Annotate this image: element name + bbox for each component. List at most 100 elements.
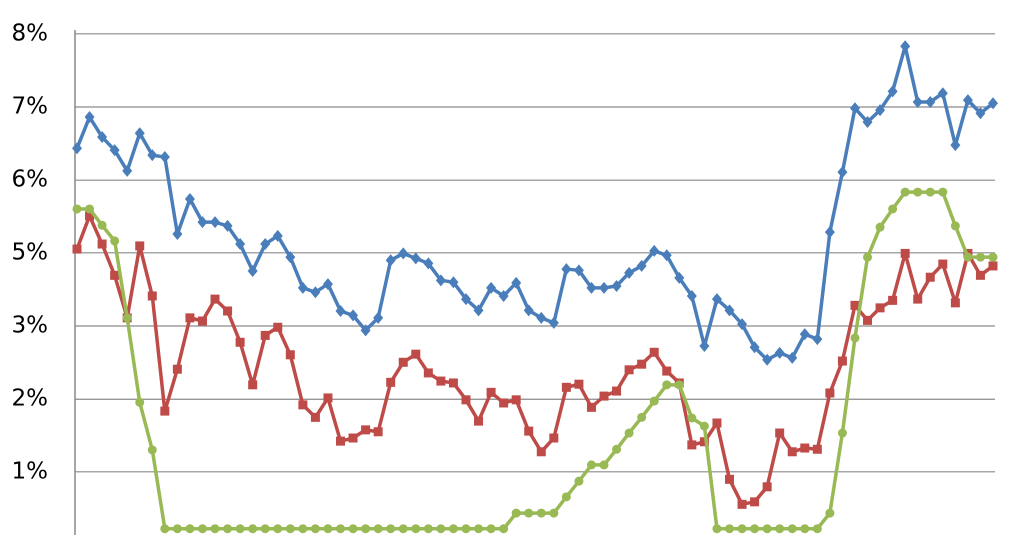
point xyxy=(586,402,596,412)
point xyxy=(122,313,132,323)
point xyxy=(687,413,697,423)
point xyxy=(849,102,860,115)
point xyxy=(386,524,396,534)
point xyxy=(524,426,534,436)
point xyxy=(900,248,910,258)
point xyxy=(473,304,484,317)
point xyxy=(988,261,998,271)
point xyxy=(160,524,170,534)
point xyxy=(385,254,396,267)
point xyxy=(737,318,748,331)
y-tick-label: 8% xyxy=(12,20,49,46)
point xyxy=(135,397,145,407)
point xyxy=(499,524,509,534)
point xyxy=(247,264,258,277)
point xyxy=(850,333,860,343)
point xyxy=(875,303,885,313)
point xyxy=(197,524,207,534)
point xyxy=(461,395,471,405)
point xyxy=(724,304,735,317)
point xyxy=(135,241,145,251)
point xyxy=(762,482,772,492)
point xyxy=(611,279,622,292)
point xyxy=(536,447,546,457)
point xyxy=(800,443,810,453)
point xyxy=(938,187,948,197)
point xyxy=(524,508,534,518)
point xyxy=(423,524,433,534)
point xyxy=(624,365,634,375)
point xyxy=(223,524,233,534)
point xyxy=(109,144,120,157)
point xyxy=(599,281,610,294)
point xyxy=(549,433,559,443)
point xyxy=(122,164,133,177)
point xyxy=(398,357,408,367)
point xyxy=(336,524,346,534)
point xyxy=(436,524,446,534)
point xyxy=(285,251,296,264)
point xyxy=(323,393,333,403)
point xyxy=(975,107,986,120)
point xyxy=(662,380,672,390)
point xyxy=(975,270,985,280)
point xyxy=(248,524,258,534)
point xyxy=(687,440,697,450)
point xyxy=(637,359,647,369)
point xyxy=(812,444,822,454)
point xyxy=(235,337,245,347)
point xyxy=(310,524,320,534)
point xyxy=(637,412,647,422)
point xyxy=(511,508,521,518)
point xyxy=(737,499,747,509)
point xyxy=(699,421,709,431)
point xyxy=(812,333,823,346)
point xyxy=(912,95,923,108)
point xyxy=(511,395,521,405)
point xyxy=(711,293,722,306)
point xyxy=(825,508,835,518)
point xyxy=(172,228,183,241)
point xyxy=(84,111,95,124)
point xyxy=(925,272,935,282)
point xyxy=(85,204,95,214)
point xyxy=(361,524,371,534)
point xyxy=(159,151,170,164)
point xyxy=(273,524,283,534)
point xyxy=(775,428,785,438)
point xyxy=(750,497,760,507)
point xyxy=(373,427,383,437)
point xyxy=(184,192,195,205)
point xyxy=(273,322,283,332)
point xyxy=(775,524,785,534)
point xyxy=(712,524,722,534)
point xyxy=(297,281,308,294)
point xyxy=(863,252,873,262)
point xyxy=(712,418,722,428)
point xyxy=(699,437,709,447)
point xyxy=(762,353,773,366)
point xyxy=(210,216,221,229)
series-line xyxy=(75,44,995,362)
point xyxy=(172,364,182,374)
point xyxy=(360,324,371,337)
point xyxy=(260,330,270,340)
point xyxy=(448,524,458,534)
point xyxy=(298,524,308,534)
point xyxy=(549,508,559,518)
point xyxy=(787,524,797,534)
point xyxy=(210,294,220,304)
point xyxy=(863,315,873,325)
point xyxy=(774,346,785,359)
point xyxy=(474,524,484,534)
point xyxy=(72,204,82,214)
point xyxy=(824,226,835,239)
point xyxy=(310,412,320,422)
point xyxy=(348,309,359,322)
series-line xyxy=(77,190,993,531)
point xyxy=(323,524,333,534)
point xyxy=(85,211,95,221)
point xyxy=(900,40,911,53)
point xyxy=(837,356,847,366)
point xyxy=(561,263,572,276)
